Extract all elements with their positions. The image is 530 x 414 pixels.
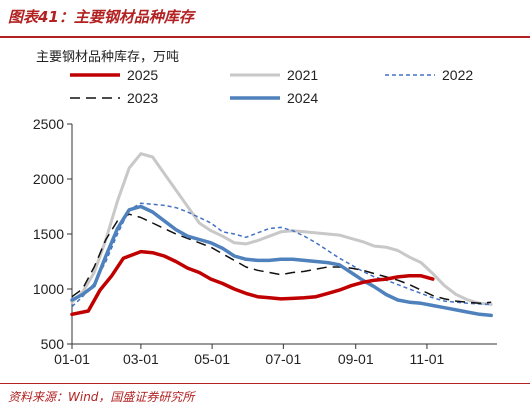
legend-label-2025: 2025: [127, 67, 158, 83]
source-note: 资料来源：Wind，国盛证券研究所: [8, 390, 195, 404]
x-tick-label: 09-01: [338, 351, 374, 367]
x-tick-label: 01-01: [54, 351, 90, 367]
series-line-2022: [71, 202, 492, 308]
legend-label-2023: 2023: [127, 90, 158, 106]
figure-title: 图表41：主要钢材品种库存: [8, 8, 194, 26]
series-line-2025: [70, 249, 435, 317]
chart-legend: 2025 2021 2022 2023 2024: [70, 67, 473, 106]
series-line-2024: [70, 204, 493, 318]
y-axis-ticks: 500 1000 1500 2000 2500: [33, 116, 72, 352]
series-line-2023: [71, 213, 492, 305]
series-line-2021: [70, 152, 493, 306]
legend-label-2021: 2021: [287, 67, 318, 83]
y-tick-label: 1500: [33, 226, 64, 242]
legend-label-2022: 2022: [442, 67, 473, 83]
y-tick-label: 2500: [33, 116, 64, 132]
x-axis-ticks: 01-01 03-01 05-01 07-01 09-01 11-01: [54, 344, 445, 367]
x-tick-label: 03-01: [123, 351, 159, 367]
y-tick-label: 2000: [33, 171, 64, 187]
x-tick-label: 05-01: [194, 351, 230, 367]
x-tick-label: 11-01: [410, 351, 445, 367]
chart-subtitle: 主要钢材品种库存，万吨: [36, 49, 179, 65]
legend-label-2024: 2024: [287, 90, 318, 106]
y-tick-label: 500: [41, 336, 65, 352]
y-tick-label: 1000: [33, 281, 64, 297]
line-chart: 主要钢材品种库存，万吨 2025 2021 2022 2023 2024 500 1000…: [33, 49, 497, 367]
x-tick-label: 07-01: [265, 351, 301, 367]
title-rule: [0, 36, 530, 38]
series-layer: [70, 152, 493, 318]
source-rule: [0, 383, 530, 384]
